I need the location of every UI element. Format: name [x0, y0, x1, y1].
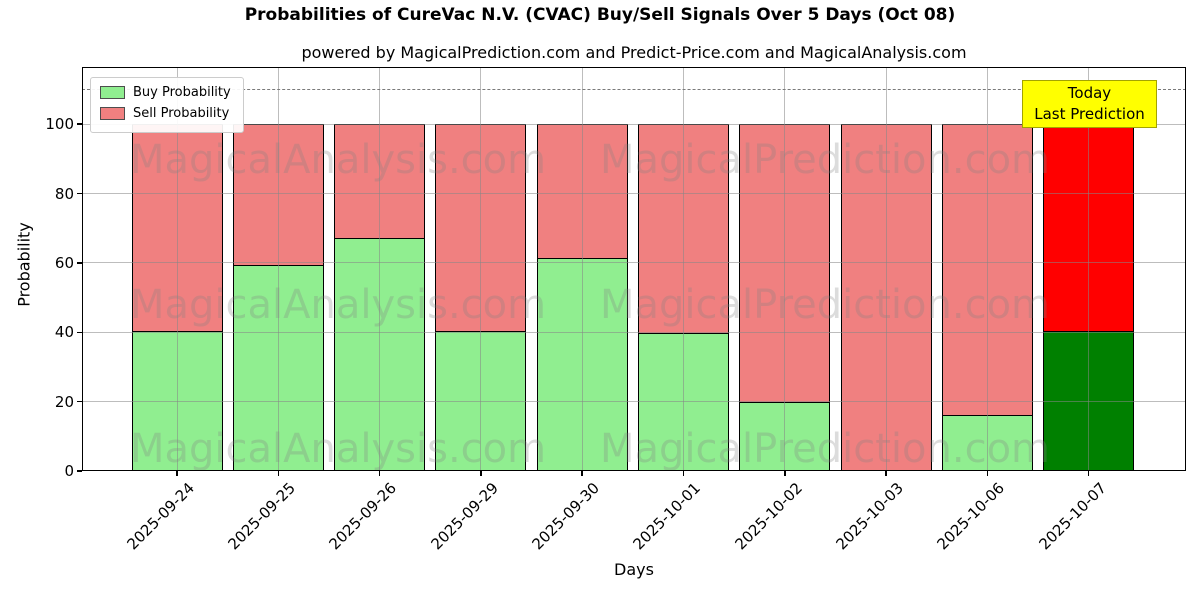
- y-tick-label: 100: [45, 115, 74, 134]
- y-tick-label: 0: [64, 462, 74, 480]
- y-gridline: [82, 193, 1186, 195]
- x-tick-mark: [480, 471, 482, 476]
- x-tick-label: 2025-09-29: [427, 479, 502, 554]
- plot-clip-region: MagicalAnalysis.com MagicalPrediction.com…: [82, 67, 1186, 471]
- y-tick-label: 20: [54, 392, 74, 411]
- y-tick-label: 40: [54, 323, 74, 342]
- watermark-text: MagicalAnalysis.com: [130, 282, 547, 328]
- x-gridline: [1088, 67, 1090, 471]
- y-gridline: [82, 123, 1186, 125]
- x-gridline: [277, 67, 279, 471]
- x-tick-label: 2025-10-01: [629, 479, 705, 554]
- today-annotation: Today Last Prediction: [1022, 80, 1157, 128]
- plot-area: MagicalAnalysis.com MagicalPrediction.com…: [82, 67, 1186, 471]
- watermark-text: MagicalAnalysis.com: [130, 426, 547, 471]
- x-gridline: [885, 67, 887, 471]
- x-gridline: [581, 67, 583, 471]
- x-tick-mark: [885, 471, 887, 476]
- x-tick-mark: [986, 471, 989, 476]
- x-gridline: [784, 67, 786, 471]
- y-tick-mark: [77, 262, 82, 264]
- sell-swatch-icon: [100, 107, 125, 120]
- x-tick-label: 2025-09-24: [123, 479, 198, 554]
- x-gridline: [683, 67, 684, 471]
- y-gridline: [82, 262, 1186, 264]
- x-tick-mark: [784, 471, 786, 476]
- watermark-text: MagicalPrediction.com: [600, 282, 1050, 328]
- x-tick-mark: [581, 471, 583, 476]
- legend-item-sell: Sell Probability: [100, 106, 231, 121]
- today-annotation-line1: Today: [1067, 84, 1112, 102]
- x-axis-label: Days: [614, 560, 654, 579]
- y-tick-label: 80: [54, 184, 74, 203]
- x-gridline: [986, 67, 988, 471]
- watermark-text: MagicalPrediction.com: [600, 426, 1050, 471]
- x-tick-label: 2025-09-30: [528, 479, 603, 554]
- legend: Buy Probability Sell Probability: [90, 77, 244, 133]
- x-tick-mark: [378, 471, 381, 476]
- chart-subtitle: powered by MagicalPrediction.com and Pre…: [301, 43, 967, 62]
- y-tick-mark: [77, 123, 82, 125]
- x-tick-mark: [1087, 471, 1090, 476]
- x-tick-label: 2025-09-25: [224, 479, 300, 554]
- x-gridline: [176, 67, 178, 471]
- x-tick-label: 2025-10-07: [1035, 479, 1110, 554]
- watermark-text: MagicalPrediction.com: [600, 137, 1050, 183]
- x-gridline: [480, 67, 482, 471]
- x-tick-mark: [682, 471, 685, 476]
- legend-label-buy: Buy Probability: [133, 85, 231, 100]
- y-tick-mark: [77, 331, 82, 334]
- buy-swatch-icon: [100, 86, 125, 99]
- chart-title: Probabilities of CureVac N.V. (CVAC) Buy…: [244, 5, 956, 25]
- y-tick-mark: [77, 470, 82, 472]
- watermark-text: MagicalAnalysis.com: [130, 137, 547, 183]
- x-tick-mark: [277, 471, 280, 476]
- x-tick-label: 2025-09-26: [325, 479, 401, 554]
- today-annotation-line2: Last Prediction: [1034, 105, 1145, 123]
- x-tick-label: 2025-10-02: [731, 479, 806, 554]
- dashed-threshold-line: [82, 88, 1186, 90]
- x-tick-mark: [176, 471, 178, 476]
- y-tick-mark: [77, 192, 82, 195]
- x-gridline: [379, 67, 381, 471]
- y-tick-mark: [77, 400, 82, 403]
- y-gridline: [82, 401, 1186, 403]
- legend-label-sell: Sell Probability: [133, 106, 230, 121]
- x-tick-label: 2025-10-03: [832, 479, 907, 554]
- y-tick-label: 60: [54, 253, 74, 272]
- legend-item-buy: Buy Probability: [100, 85, 231, 100]
- y-gridline: [82, 331, 1186, 333]
- x-tick-label: 2025-10-06: [933, 479, 1009, 554]
